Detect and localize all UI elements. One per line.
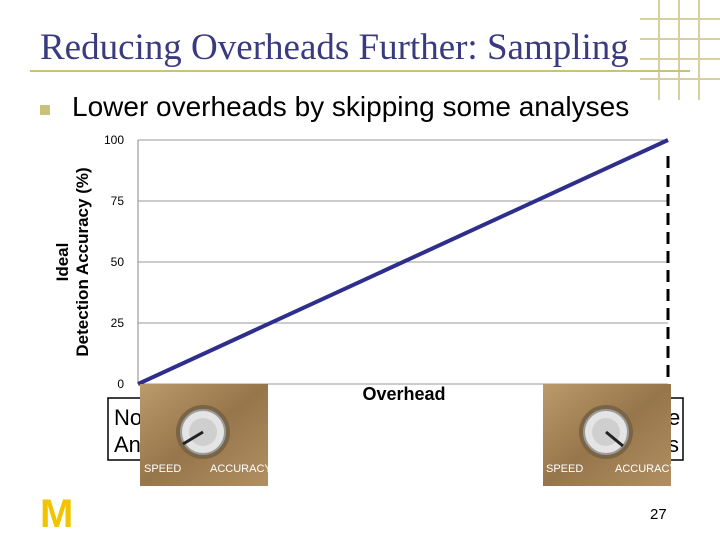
knob-card-high: SPEED ACCURACY	[543, 384, 677, 486]
knob-label-speed: SPEED	[546, 463, 583, 475]
y-axis-title-line-2: Detection Accuracy (%)	[73, 167, 92, 356]
y-tick-labels: 0 25 50 75 100	[104, 133, 124, 391]
title-divider	[30, 70, 690, 72]
slide-title: Reducing Overheads Further: Sampling	[40, 27, 629, 68]
series-lines	[137, 138, 669, 386]
page-number: 27	[650, 506, 667, 523]
left-box-line-2: An	[114, 432, 141, 457]
left-annotation-box: No An	[107, 397, 149, 461]
corner-frame-decoration	[640, 0, 720, 100]
knob-card-low: SPEED ACCURACY	[140, 384, 272, 486]
series-line-0	[137, 138, 669, 386]
university-logo: M	[40, 492, 73, 536]
y-axis-title: Ideal Detection Accuracy (%)	[53, 167, 92, 356]
y-axis-title-line-1: Ideal	[53, 243, 72, 282]
knob-label-speed: SPEED	[144, 463, 181, 475]
left-box-line-1: No	[114, 405, 142, 430]
x-axis-title: Overhead	[362, 384, 445, 404]
right-box-line-2: s	[668, 432, 679, 457]
y-tick-label-25: 25	[111, 316, 125, 330]
y-tick-label-50: 50	[111, 255, 125, 269]
knob-pointer-icon	[182, 430, 204, 446]
bullet-text: Lower overheads by skipping some analyse…	[72, 91, 630, 122]
right-box-line-1: e	[668, 405, 680, 430]
knob-label-accuracy: ACCURACY	[615, 463, 677, 475]
bullet-square-icon	[40, 105, 50, 115]
knob-label-accuracy: ACCURACY	[210, 463, 272, 475]
y-tick-label-0: 0	[117, 377, 124, 391]
y-tick-label-75: 75	[111, 194, 125, 208]
knob-pointer-icon	[605, 430, 624, 448]
y-tick-label-100: 100	[104, 133, 124, 147]
